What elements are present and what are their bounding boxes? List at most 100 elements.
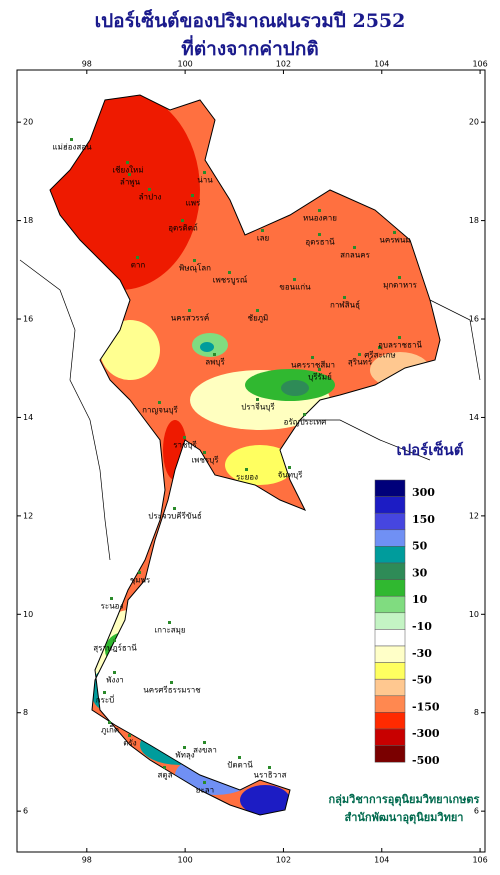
title-line: เปอร์เซ็นต์ของปริมาณฝนรวมปี 2552 [95,8,406,32]
province-label: ปราจีนบุรี [241,403,275,412]
province-label: ราชบุรี [173,441,197,450]
y-tick-label: 8 [23,708,28,717]
station-dot [203,171,206,174]
x-tick-label: 106 [472,856,487,865]
province-label: จันทบุรี [278,471,304,480]
station-dot [393,231,396,234]
legend-swatch [374,479,406,497]
legend-swatch [374,712,406,730]
y-tick-label: 14 [23,413,33,422]
station-dot [353,246,356,249]
province-label: ตาก [131,261,146,270]
y-tick-label: 6 [23,807,28,816]
province-label: ตรัง [123,739,136,748]
province-label: ศรีสะเกษ [364,351,395,360]
station-dot [168,621,171,624]
province-label: นครศรีธรรมราช [143,686,201,695]
y-tick-label: 6 [474,807,479,816]
legend-label: -10 [412,620,432,633]
province-label: เพชรบูรณ์ [213,275,248,286]
province-label: บุรีรัมย์ [308,372,332,382]
station-dot [288,466,291,469]
y-tick-label: 20 [23,118,33,127]
x-tick-label: 98 [82,60,92,69]
legend-swatch [374,512,406,531]
credit-line: สำนักพัฒนาอุตุนิยมวิทยา [345,811,464,825]
y-tick-label: 18 [23,216,33,225]
legend-label: -50 [412,674,432,687]
station-dot [158,401,161,404]
station-dot [256,398,259,401]
station-dot [148,188,151,191]
province-label: แพร่ [186,199,201,208]
station-dot [238,756,241,759]
legend-swatch [374,645,406,663]
y-tick-label: 14 [469,413,479,422]
province-label: อรัญประเทศ [284,418,327,427]
station-dot [193,259,196,262]
station-dot [181,219,184,222]
station-dot [378,346,381,349]
ticks: 98 98 100 100 102 102 104 104 106 106 6 6 8 8 10 10 12 12… [17,60,488,865]
legend-label: 300 [412,486,435,499]
legend-label: -500 [412,754,440,767]
legend-swatch [374,579,406,597]
legend-swatch [374,595,406,614]
x-tick-label: 100 [177,60,192,69]
province-label: ภูเก็ต [101,725,119,736]
station-dot [113,639,116,642]
legend-swatch [374,529,406,547]
province-label: ขอนแก่น [279,283,311,292]
province-label: พิษณุโลก [179,263,211,273]
station-dot [183,746,186,749]
x-tick-label: 102 [276,60,291,69]
x-tick-label: 100 [177,856,192,865]
province-label: พังงา [106,676,124,685]
x-tick-label: 102 [276,856,291,865]
y-tick-label: 20 [469,118,479,127]
station-dot [213,353,216,356]
station-dot [108,721,111,724]
legend-swatch [374,562,406,580]
legend-label: -150 [412,700,440,713]
legend-label: 50 [412,540,428,553]
station-dot [311,356,314,359]
legend-swatch [374,695,406,713]
station-dot [113,671,116,674]
station-dot [318,368,321,371]
province-label: หนองคาย [303,214,337,223]
province-label: แม่ฮ่องสอน [52,143,92,152]
province-label: เชียงใหม่ [112,166,143,175]
station-dot [163,766,166,769]
station-dot [256,309,259,312]
x-tick-label: 104 [374,856,389,865]
station-dot [138,571,141,574]
y-tick-label: 16 [23,315,33,324]
province-label: ปัตตานี [227,761,253,770]
station-dot [293,278,296,281]
legend-swatch [374,745,406,763]
province-label: ลำพูน [120,178,141,188]
station-dot [261,229,264,232]
legend-swatch [374,629,406,647]
station-dot [191,194,194,197]
province-label: เพชรบุรี [191,456,219,465]
province-label: ชัยภูมิ [248,314,269,324]
y-tick-label: 18 [469,216,479,225]
province-label: ประจวบคีรีขันธ์ [148,511,202,521]
province-label: สงขลา [193,746,217,755]
station-dot [128,734,131,737]
station-dot [183,436,186,439]
y-tick-label: 8 [474,708,479,717]
credit-line: กลุ่มวิชาการอุตุนิยมวิทยาเกษตร [329,793,480,807]
station-dot [398,336,401,339]
province-label: ยะลา [196,786,214,795]
legend-label: 30 [412,566,428,579]
station-dot [126,161,129,164]
station-dot [358,353,361,356]
station-dot [303,413,306,416]
station-dot [110,597,113,600]
x-tick-label: 98 [82,856,92,865]
border-line [19,259,481,561]
province-label: ชุมพร [130,576,151,585]
